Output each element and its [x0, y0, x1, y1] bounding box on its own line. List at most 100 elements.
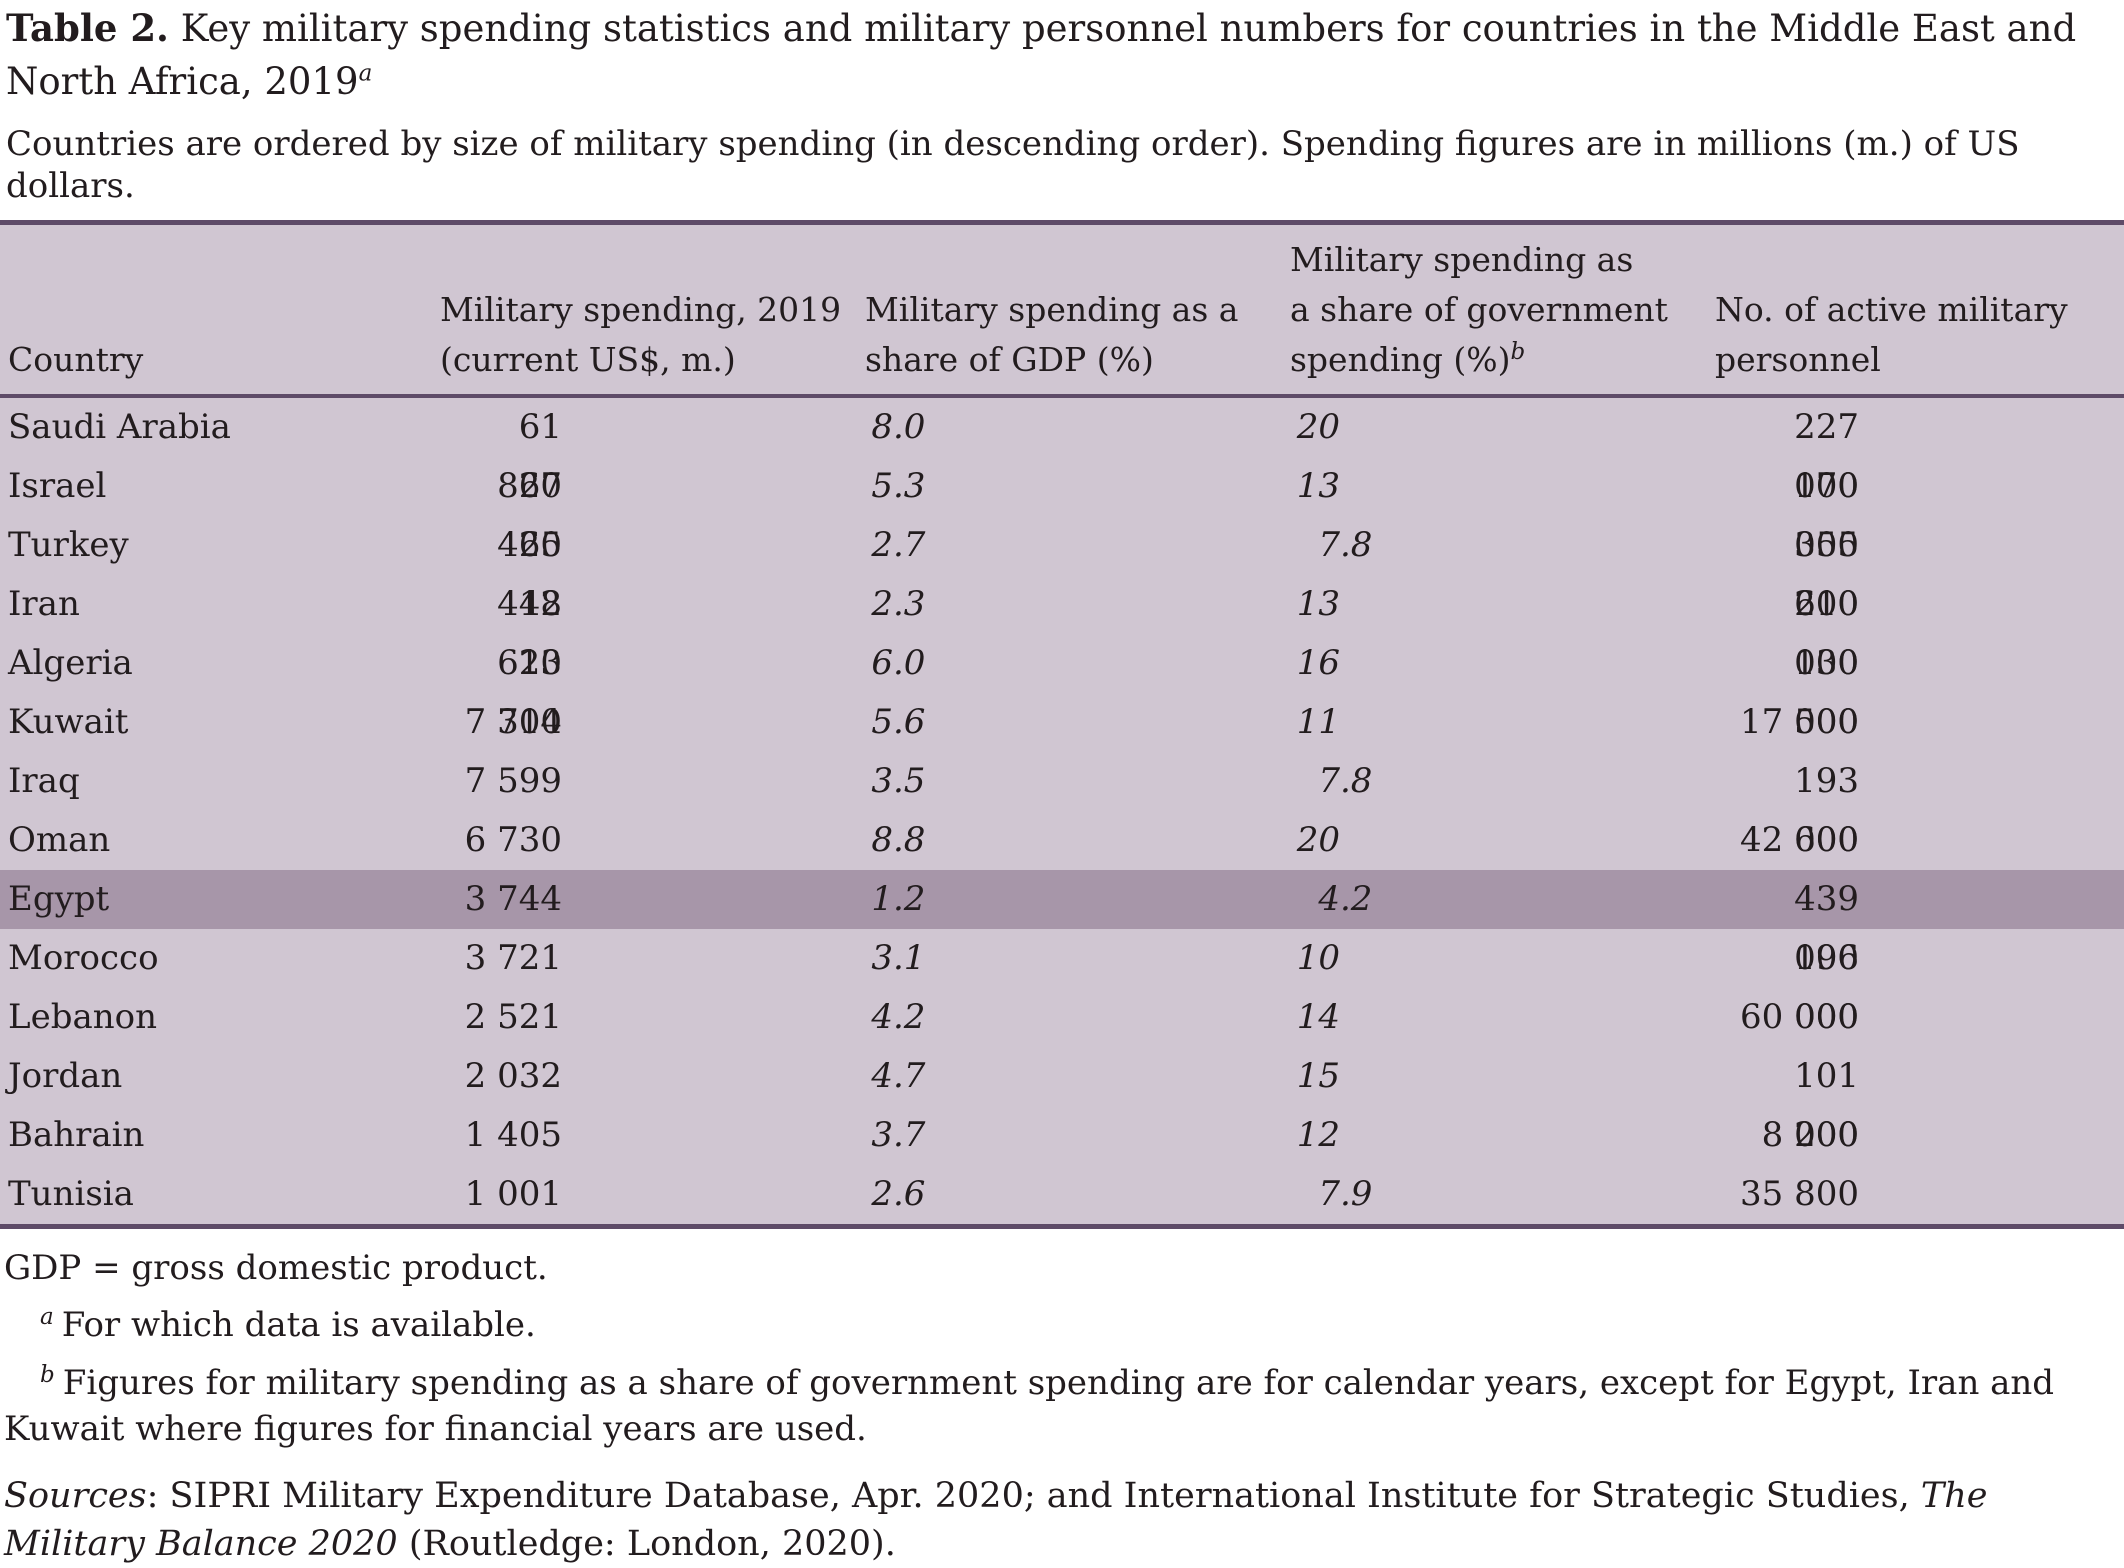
footnote-b: b Figures for military spending as a shar…	[0, 1360, 2124, 1452]
cell-country: Oman	[8, 820, 111, 860]
cell-gdp-share: 8.0	[871, 407, 926, 447]
cell-spending: 7 599	[464, 761, 562, 801]
cell-personnel: 60 000	[1740, 997, 1859, 1037]
cell-gdp-share: 2.7	[871, 525, 926, 565]
cell-gdp-share: 8.8	[871, 820, 926, 860]
column-header-gov-share: Military spending as a share of governmen…	[1290, 240, 1668, 379]
table-row-kuwait: Kuwait 7 710 5.6 11 17 500	[0, 693, 2124, 752]
table-row-iraq: Iraq 7 599 3.5 7.8 193 000	[0, 752, 2124, 860]
cell-personnel: 193 000	[1794, 761, 1859, 860]
cell-gdp-share: 2.3	[871, 584, 926, 624]
footnote-b-marker: b	[40, 1361, 55, 1388]
cell-gov-share: 7.8	[1318, 525, 1373, 565]
table-row-jordan: Jordan 2 032 4.7 15 101 000	[0, 1047, 2124, 1155]
cell-gov-share: 4.2	[1318, 879, 1373, 919]
cell-gov-share: 12	[1296, 1115, 1340, 1155]
cell-spending: 3 721	[464, 938, 562, 978]
cell-gdp-share: 5.6	[871, 702, 926, 742]
cell-spending: 3 744	[464, 879, 562, 919]
footnote-b-text: Figures for military spending as a share…	[4, 1363, 2055, 1449]
cell-spending: 7 710	[464, 702, 562, 742]
data-table: Country Military spending, 2019 (current U…	[0, 220, 2124, 1229]
cell-country: Iran	[8, 584, 80, 624]
table-header-row: Country Military spending, 2019 (current U…	[0, 225, 2124, 398]
cell-personnel: 42 600	[1740, 820, 1859, 860]
cell-gov-share: 20	[1296, 407, 1340, 447]
sources-cited-title: The Military Balance 2020	[4, 1476, 1988, 1564]
cell-personnel: 439 000	[1794, 879, 1859, 978]
table-caption: Table 2. Key military spending statistic…	[6, 2, 2116, 108]
cell-spending: 1 001	[464, 1174, 562, 1214]
table-row-oman: Oman 6 730 8.8 20 42 600	[0, 811, 2124, 870]
cell-gov-share: 11	[1296, 702, 1340, 742]
cell-gdp-share: 4.2	[871, 997, 926, 1037]
cell-personnel: 170 000	[1794, 466, 1859, 565]
cell-gdp-share: 1.2	[871, 879, 926, 919]
cell-personnel: 101 000	[1794, 1056, 1859, 1155]
cell-personnel: 355 200	[1794, 525, 1859, 624]
cell-gov-share: 7.9	[1318, 1174, 1373, 1214]
column-header-spending: Military spending, 2019 (current US$, m.)	[440, 290, 842, 379]
cell-gov-share: 15	[1296, 1056, 1340, 1096]
cell-country: Turkey	[8, 525, 129, 565]
table-row-egypt: Egypt 3 744 1.2 4.2 439 000	[0, 870, 2124, 978]
cell-gov-share: 10	[1296, 938, 1340, 978]
cell-country: Lebanon	[8, 997, 157, 1037]
cell-gov-share: 7.8	[1318, 761, 1373, 801]
cell-spending: 2 032	[464, 1056, 562, 1096]
sources-label: Sources	[4, 1476, 147, 1516]
cell-spending: 61 867	[497, 407, 562, 506]
cell-personnel: 35 800	[1740, 1174, 1859, 1214]
table-caption-text: Key military spending statistics and mil…	[6, 7, 2077, 103]
table-caption-footnote-marker: a	[358, 60, 373, 87]
cell-gov-share: 20	[1296, 820, 1340, 860]
cell-personnel: 227 000	[1794, 407, 1859, 506]
table-row-morocco: Morocco 3 721 3.1 10 196 000	[0, 929, 2124, 1037]
table-row-iran: Iran 12 623 2.3 13 610 000	[0, 575, 2124, 683]
footnote-a-text: For which data is available.	[61, 1305, 536, 1345]
cell-gdp-share: 3.7	[871, 1115, 926, 1155]
cell-gdp-share: 3.1	[871, 938, 926, 978]
table-caption-label: Table 2.	[6, 6, 169, 50]
table-row-tunisia: Tunisia 1 001 2.6 7.9 35 800	[0, 1165, 2124, 1224]
sources-text-2: (Routledge: London, 2020).	[397, 1524, 896, 1564]
cell-gov-share: 14	[1296, 997, 1340, 1037]
cell-spending: 1 405	[464, 1115, 562, 1155]
cell-country: Egypt	[8, 879, 110, 919]
cell-spending: 10 304	[497, 643, 562, 742]
column-header-personnel: No. of active military personnel	[1715, 290, 2068, 379]
cell-country: Jordan	[8, 1056, 123, 1096]
cell-country: Bahrain	[8, 1115, 145, 1155]
cell-personnel: 610 000	[1794, 584, 1859, 683]
cell-spending: 6 730	[464, 820, 562, 860]
cell-personnel: 130 000	[1794, 643, 1859, 742]
column-header-gdp-share: Military spending as a share of GDP (%)	[865, 290, 1239, 379]
cell-country: Morocco	[8, 938, 159, 978]
cell-spending: 2 521	[464, 997, 562, 1037]
cell-spending: 20 448	[497, 525, 562, 624]
table-row-saudi-arabia: Saudi Arabia 61 867 8.0 20 227 000	[0, 398, 2124, 506]
sources-line: Sources: SIPRI Military Expenditure Data…	[4, 1472, 2118, 1568]
cell-personnel: 8 200	[1761, 1115, 1859, 1155]
cell-country: Iraq	[8, 761, 80, 801]
cell-gov-share: 13	[1296, 584, 1340, 624]
cell-gdp-share: 6.0	[871, 643, 926, 683]
cell-country: Algeria	[8, 643, 133, 683]
cell-personnel: 17 500	[1740, 702, 1859, 742]
column-header-country: Country	[8, 340, 144, 379]
footnote-a-marker: a	[40, 1303, 54, 1330]
table-row-lebanon: Lebanon 2 521 4.2 14 60 000	[0, 988, 2124, 1047]
cell-country: Saudi Arabia	[8, 407, 231, 447]
cell-country: Tunisia	[8, 1174, 134, 1214]
cell-country: Kuwait	[8, 702, 129, 742]
cell-country: Israel	[8, 466, 107, 506]
cell-gdp-share: 4.7	[871, 1056, 926, 1096]
table-row-israel: Israel 20 465 5.3 13 170 000	[0, 457, 2124, 565]
table-row-bahrain: Bahrain 1 405 3.7 12 8 200	[0, 1106, 2124, 1165]
cell-gov-share: 13	[1296, 466, 1340, 506]
cell-spending: 20 465	[497, 466, 562, 565]
table-row-algeria: Algeria 10 304 6.0 16 130 000	[0, 634, 2124, 742]
cell-gdp-share: 3.5	[871, 761, 926, 801]
table-body: Saudi Arabia 61 867 8.0 20 227 000 Israel 20 4…	[0, 398, 2124, 1224]
